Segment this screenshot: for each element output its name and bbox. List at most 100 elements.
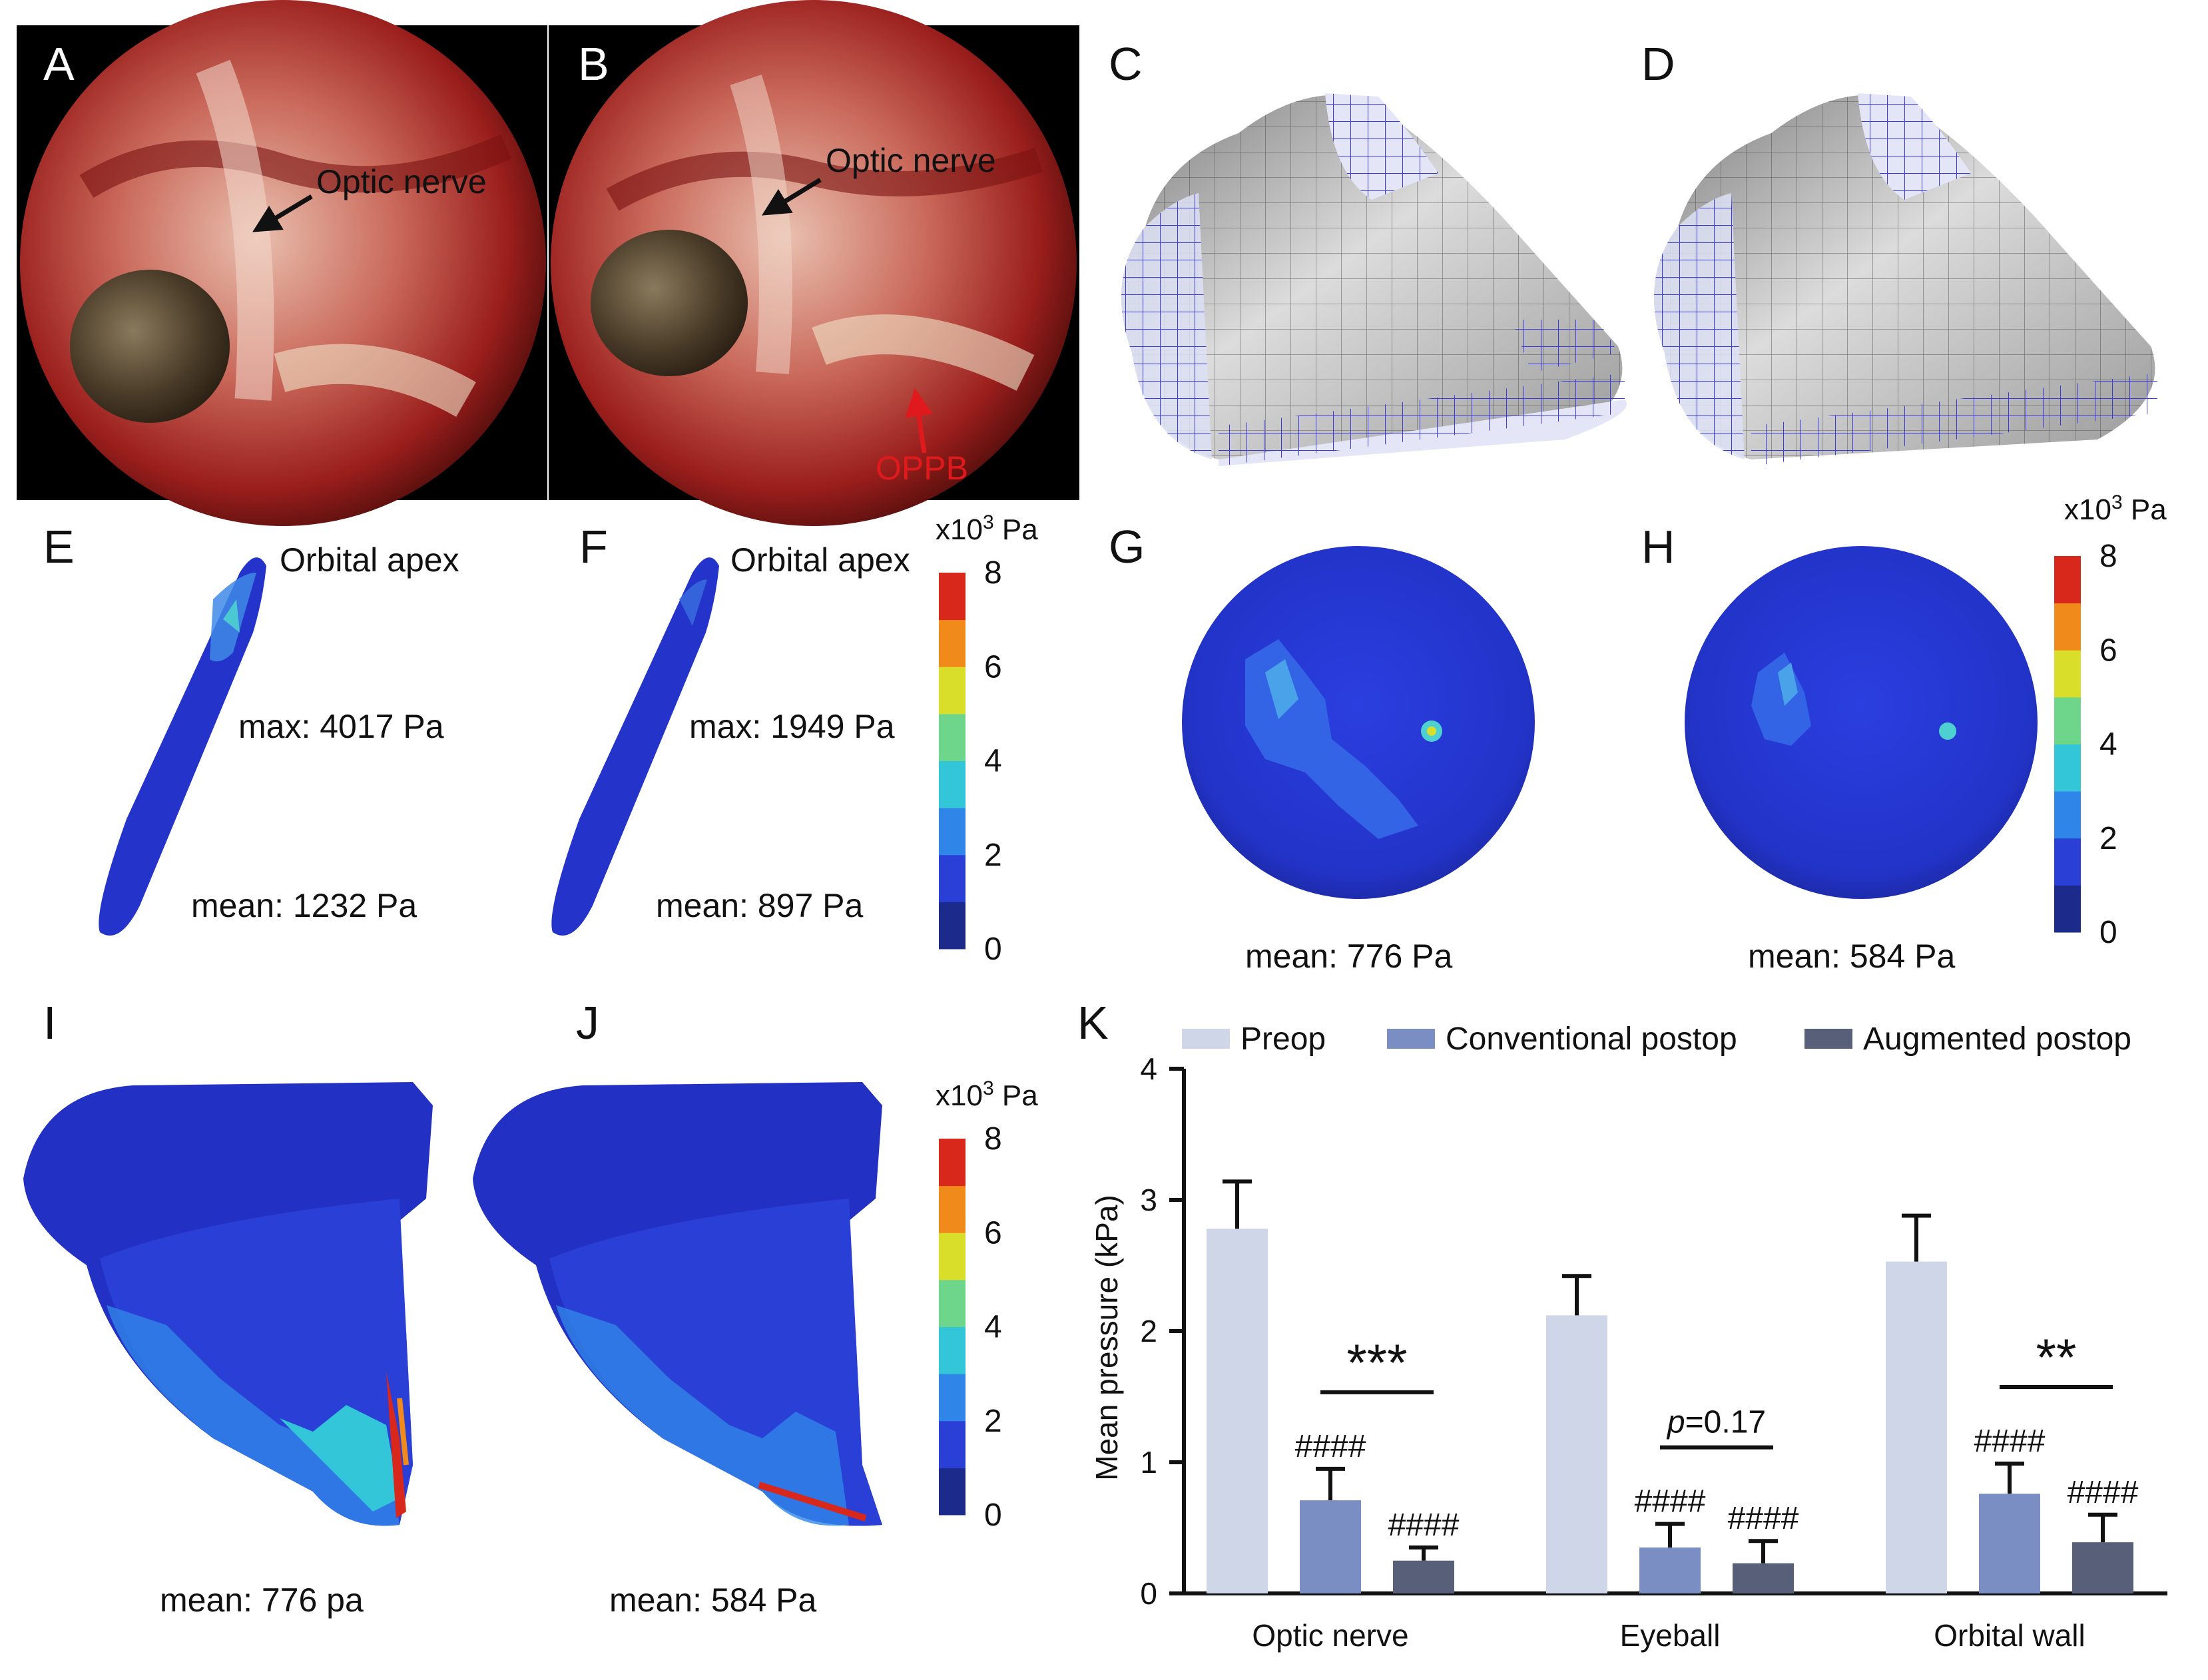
colorbar-segment	[939, 854, 966, 902]
y-tick-label: 0	[1140, 1576, 1157, 1611]
colorbar-unit-label: x103 Pa	[936, 1077, 1038, 1112]
colorbar-segment	[2054, 650, 2081, 698]
bar	[1393, 1560, 1454, 1593]
panel-label-k: K	[1077, 997, 1109, 1049]
significance-hash: ####	[1295, 1429, 1366, 1464]
mean-label-g: mean: 776 Pa	[1245, 938, 1453, 975]
panel-label-h: H	[1641, 521, 1675, 573]
colorbar-tick-label: 2	[2099, 821, 2117, 856]
colorbar-tick-label: 6	[984, 1215, 1002, 1251]
bar	[1207, 1229, 1268, 1593]
colorbar-segment	[939, 667, 966, 714]
legend-swatch	[1182, 1029, 1230, 1049]
significance-p-eyeball: p=0.17	[1666, 1405, 1766, 1440]
colorbar-tick-label: 6	[2099, 633, 2117, 668]
category-label: Optic nerve	[1252, 1618, 1408, 1653]
panel-d: D	[1641, 38, 2157, 466]
y-axis-label: Mean pressure (kPa)	[1089, 1195, 1124, 1481]
max-label-f: max: 1949 Pa	[689, 708, 895, 745]
mean-label-e: mean: 1232 Pa	[191, 887, 417, 924]
panel-h: H mean: 584 Pa	[1641, 521, 2038, 975]
colorbar-unit-label: x103 Pa	[936, 511, 1038, 546]
bar	[1979, 1494, 2040, 1593]
legend-label: Preop	[1241, 1021, 1326, 1057]
panel-a: A Optic nerve	[17, 0, 547, 526]
panel-label-j: J	[576, 997, 599, 1049]
panel-label-b: B	[578, 38, 609, 90]
panel-b: B Optic nerve OPPB	[549, 0, 1079, 526]
oppb-label: OPPB	[876, 449, 968, 487]
colorbar-tick-label: 2	[984, 1404, 1002, 1439]
colorbar-tick-label: 4	[984, 1310, 1002, 1345]
optic-nerve-label-b: Optic nerve	[826, 142, 996, 179]
significance-hash: ####	[2068, 1475, 2139, 1510]
colorbar-tick-label: 4	[2099, 727, 2117, 762]
colorbar-tick-label: 4	[984, 744, 1002, 779]
panel-i: I mean: 776 pa	[23, 997, 433, 1619]
panel-label-a: A	[43, 38, 75, 90]
bar	[1733, 1563, 1794, 1593]
legend-swatch	[1387, 1029, 1435, 1049]
significance-hash: ####	[1635, 1484, 1706, 1520]
colorbar-tick-label: 0	[2099, 915, 2117, 950]
mean-label-i: mean: 776 pa	[160, 1581, 364, 1619]
colorbar-segment	[2054, 556, 2081, 604]
colorbar-top-left: 8 6 4 2 0 x103 Pa	[936, 511, 1038, 967]
panel-label-d: D	[1641, 38, 1675, 90]
mean-label-h: mean: 584 Pa	[1748, 938, 1956, 975]
panel-c: C	[1109, 38, 1627, 466]
panel-f: F Orbital apex max: 1949 Pa mean: 897 Pa	[551, 521, 910, 936]
colorbar-segment	[2054, 603, 2081, 651]
significance-hash: ####	[1728, 1501, 1799, 1536]
y-tick-label: 2	[1140, 1314, 1157, 1348]
orbital-apex-label-f: Orbital apex	[730, 541, 910, 579]
panel-g: G mean: 776 Pa	[1109, 521, 1535, 975]
mean-label-f: mean: 897 Pa	[656, 887, 864, 924]
colorbar-segment	[2054, 791, 2081, 839]
panel-label-e: E	[43, 521, 75, 573]
colorbar-unit-label: x103 Pa	[2064, 491, 2167, 526]
colorbar-segment	[939, 713, 966, 761]
mean-label-j: mean: 584 Pa	[609, 1581, 817, 1619]
colorbar-segment	[939, 1468, 966, 1516]
bar	[1546, 1315, 1607, 1593]
orbital-apex-label-e: Orbital apex	[280, 541, 459, 579]
colorbar-tick-label: 8	[2099, 539, 2117, 574]
colorbar-segment	[2054, 838, 2081, 886]
colorbar-tick-label: 6	[984, 649, 1002, 685]
bar	[2072, 1542, 2133, 1593]
bar	[1639, 1547, 1701, 1593]
colorbar-tick-label: 0	[984, 1498, 1002, 1533]
colorbar-segment	[2054, 885, 2081, 933]
panel-e: E Orbital apex max: 4017 Pa mean: 1232 P…	[43, 521, 459, 936]
panel-j: J mean: 584 Pa	[473, 997, 882, 1619]
category-label: Orbital wall	[1934, 1618, 2085, 1653]
colorbar-segment	[2054, 744, 2081, 792]
colorbar-segment	[939, 1420, 966, 1468]
significance-stars-optic: ***	[1346, 1333, 1407, 1392]
colorbar-segment	[939, 1326, 966, 1374]
bar-chart: 0 1 2 3 4 Mean pressure (kPa) #### #### Optic ne…	[1089, 1021, 2167, 1653]
colorbar-segment	[939, 808, 966, 856]
optic-nerve-label-a: Optic nerve	[316, 163, 487, 200]
colorbar-tick-label: 8	[984, 555, 1002, 591]
bar	[1300, 1500, 1361, 1593]
bar	[1886, 1261, 1947, 1593]
panel-label-c: C	[1109, 38, 1143, 90]
y-tick-label: 4	[1140, 1051, 1157, 1086]
colorbar-segment	[2054, 697, 2081, 744]
colorbar-bottom: 8 6 4 2 0 x103 Pa	[936, 1077, 1038, 1533]
legend-swatch	[1804, 1029, 1852, 1049]
colorbar-segment	[939, 760, 966, 808]
colorbar-segment	[939, 1279, 966, 1327]
colorbar-segment	[939, 619, 966, 667]
legend-label: Conventional postop	[1446, 1021, 1737, 1057]
legend-label: Augmented postop	[1863, 1021, 2131, 1057]
max-label-e: max: 4017 Pa	[238, 708, 444, 745]
colorbar-tick-label: 8	[984, 1121, 1002, 1157]
significance-stars-orbital: **	[2036, 1328, 2077, 1386]
y-tick-label: 3	[1140, 1183, 1157, 1217]
panel-label-f: F	[579, 521, 608, 573]
colorbar-segment	[939, 1374, 966, 1422]
